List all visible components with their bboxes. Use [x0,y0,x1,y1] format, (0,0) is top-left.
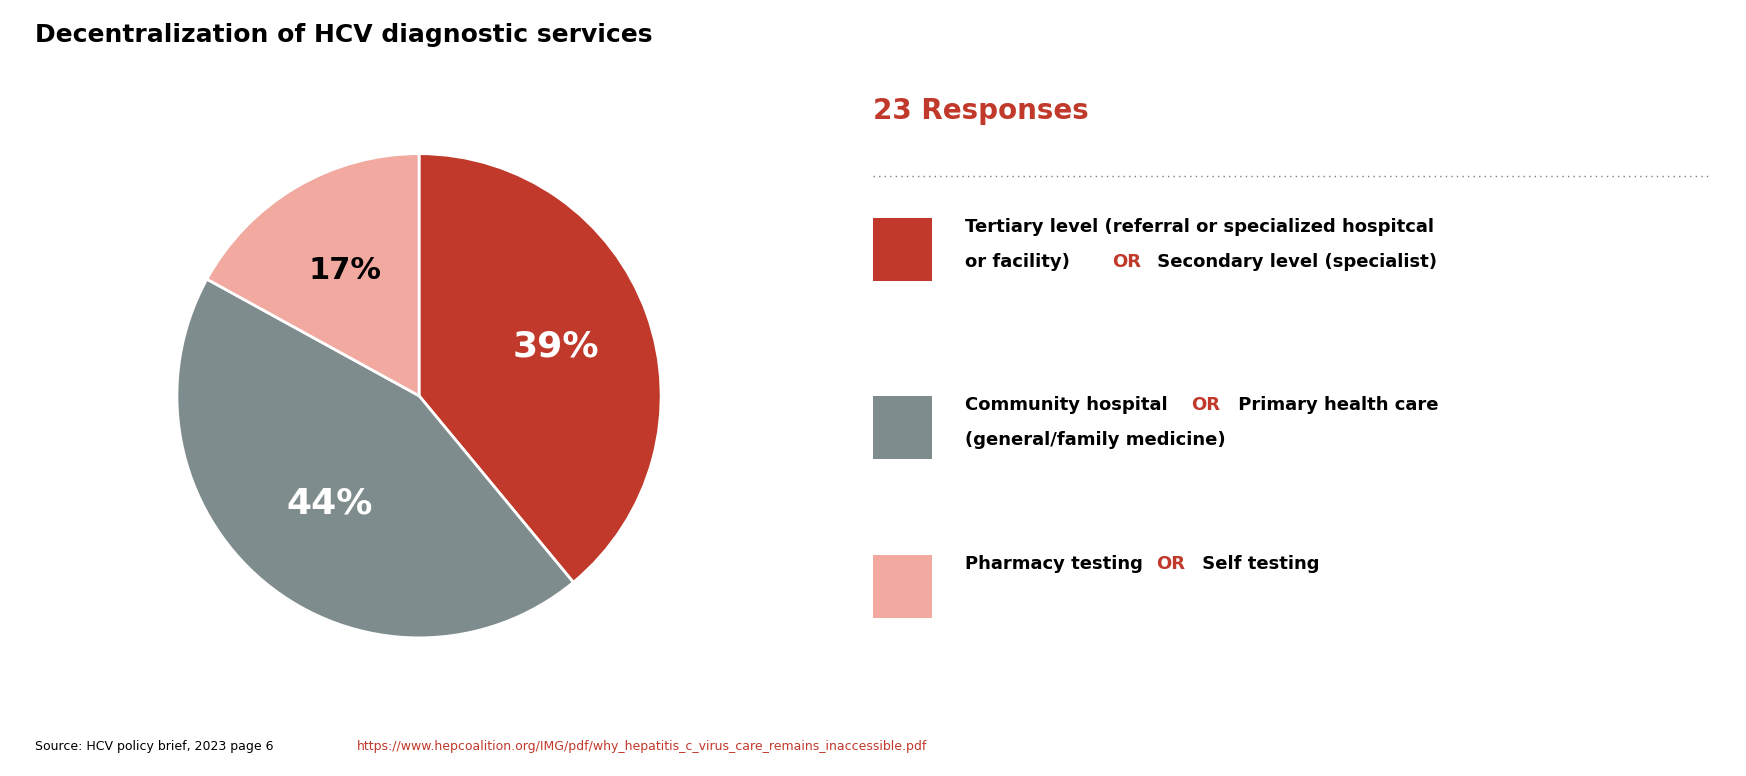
Text: https://www.hepcoalition.org/IMG/pdf/why_hepatitis_c_virus_care_remains_inaccess: https://www.hepcoalition.org/IMG/pdf/why… [356,740,927,753]
Bar [873,217,932,281]
Text: OR: OR [1191,396,1220,414]
Text: Source: HCV policy brief, 2023 page 6: Source: HCV policy brief, 2023 page 6 [35,740,278,753]
Text: 39%: 39% [513,330,599,363]
Text: or facility): or facility) [966,253,1076,271]
Text: Tertiary level (referral or specialized hospitcal: Tertiary level (referral or specialized … [966,217,1433,236]
Text: Community hospital: Community hospital [966,396,1180,414]
Text: (general/family medicine): (general/family medicine) [966,431,1226,449]
Bar [873,396,932,459]
Text: Primary health care: Primary health care [1231,396,1439,414]
Wedge shape [419,154,662,582]
Text: 23 Responses: 23 Responses [873,97,1090,125]
Wedge shape [176,279,573,638]
Text: OR: OR [1112,253,1140,271]
Bar [873,555,932,618]
Text: 44%: 44% [286,487,372,521]
Wedge shape [206,154,419,396]
Text: 17%: 17% [309,256,382,286]
Text: Self testing: Self testing [1196,555,1320,573]
Text: Decentralization of HCV diagnostic services: Decentralization of HCV diagnostic servi… [35,23,653,47]
Text: Secondary level (specialist): Secondary level (specialist) [1151,253,1437,271]
Text: Pharmacy testing: Pharmacy testing [966,555,1149,573]
Text: OR: OR [1156,555,1186,573]
